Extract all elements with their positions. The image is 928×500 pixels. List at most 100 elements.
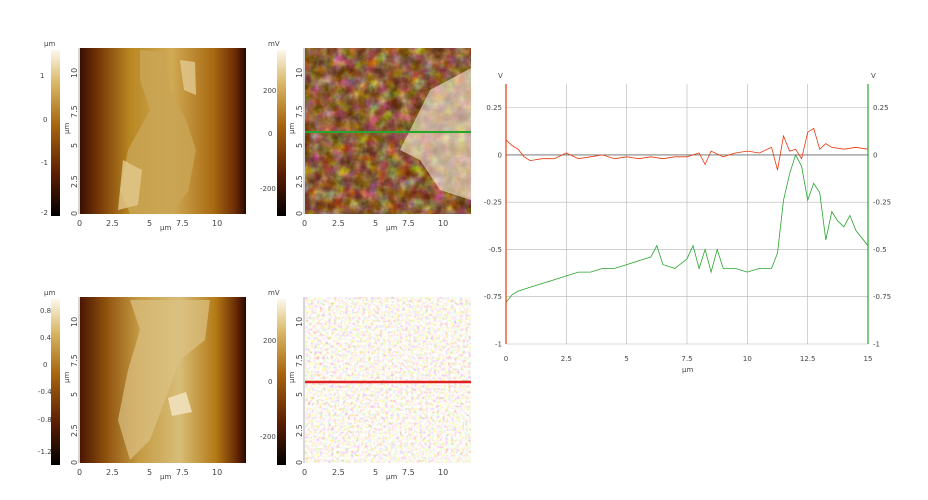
y-axis-unit: µm xyxy=(63,123,71,134)
x-tick: 0 xyxy=(504,355,508,363)
y-axis-left-unit: V xyxy=(498,72,503,80)
colorbar-unit: mV xyxy=(268,289,280,297)
x-tick: 2.5 xyxy=(106,219,119,228)
y-tick: 5 xyxy=(70,143,79,148)
y-axis-unit: µm xyxy=(288,123,296,134)
colorbar-unit: µm xyxy=(44,289,55,297)
y-tick-right: -0.5 xyxy=(873,246,887,254)
y-tick: 7.5 xyxy=(295,354,304,367)
x-tick: 0 xyxy=(77,468,82,477)
colorbar-tick: 200 xyxy=(263,337,276,345)
topography-feature xyxy=(118,300,210,460)
y-axis-right-ticks: 0.25 0 -0.25 -0.5 -0.75 -1 xyxy=(873,104,891,348)
colorbar xyxy=(51,299,60,465)
profile-chart: V V 0.25 0 -0.25 -0.5 -0.75 -1 0.25 0 -0.25 -0.5… xyxy=(484,72,891,374)
x-tick: 7.5 xyxy=(402,219,415,228)
x-axis-unit: µm xyxy=(386,473,397,481)
y-tick-left: -0.75 xyxy=(484,293,502,301)
colorbar-tick: -200 xyxy=(260,185,276,193)
y-axis: 0 2.5 5 7.5 10 µm xyxy=(63,297,80,465)
topography-panel-top: µm 1 0 -1 -2 0 2.5 5 7.5 10 µm 0 2.5 5 7… xyxy=(40,40,246,232)
x-tick: 2.5 xyxy=(332,219,345,228)
y-tick: 0 xyxy=(295,460,304,465)
x-tick: 5 xyxy=(624,355,628,363)
topography-feature xyxy=(168,392,192,416)
x-tick: 12.5 xyxy=(800,355,816,363)
x-tick: 7.5 xyxy=(681,355,692,363)
colorbar-tick: -0.8 xyxy=(38,416,52,424)
x-tick: 5 xyxy=(373,219,378,228)
y-tick: 7.5 xyxy=(70,354,79,367)
y-tick: 10 xyxy=(295,68,304,78)
y-tick: 10 xyxy=(70,317,79,327)
colorbar-tick: 200 xyxy=(263,87,276,95)
y-tick: 0 xyxy=(70,211,79,216)
chart-grid xyxy=(505,84,869,345)
y-tick-right: -0.75 xyxy=(873,293,891,301)
y-tick-right: 0 xyxy=(873,151,877,159)
potential-image xyxy=(305,297,471,463)
colorbar-unit: mV xyxy=(268,40,280,48)
colorbar-tick: 0.8 xyxy=(40,307,51,315)
colorbar-tick: -1.2 xyxy=(38,448,52,456)
x-tick: 2.5 xyxy=(106,468,119,477)
y-axis-right-unit: V xyxy=(871,72,876,80)
y-tick: 7.5 xyxy=(295,105,304,118)
x-tick: 5 xyxy=(147,219,152,228)
x-tick: 5 xyxy=(373,468,378,477)
y-tick-right: -1 xyxy=(873,341,880,349)
x-tick: 10 xyxy=(438,219,448,228)
y-tick-right: 0.25 xyxy=(873,104,889,112)
y-tick-right: -0.25 xyxy=(873,199,891,207)
x-tick: 10 xyxy=(212,468,222,477)
x-axis-unit: µm xyxy=(160,473,171,481)
x-tick: 5 xyxy=(147,468,152,477)
x-axis-unit: µm xyxy=(386,224,397,232)
colorbar-tick: -200 xyxy=(260,433,276,441)
y-tick-left: -1 xyxy=(495,341,502,349)
x-tick: 7.5 xyxy=(176,468,189,477)
y-axis: 0 2.5 5 7.5 10 µm xyxy=(288,297,305,465)
y-tick: 10 xyxy=(70,68,79,78)
colorbar-tick: 0.4 xyxy=(40,334,52,342)
colorbar-tick: 1 xyxy=(40,72,44,80)
y-tick-left: 0 xyxy=(498,151,502,159)
colorbar-tick: 0 xyxy=(43,361,47,369)
colorbar-unit: µm xyxy=(44,40,55,48)
x-axis-label: µm xyxy=(682,366,693,374)
potential-panel-bottom: mV 200 0 -200 0 2.5 5 7.5 10 µm 0 2.5 5 … xyxy=(260,289,471,481)
x-tick: 0 xyxy=(77,219,82,228)
y-tick: 10 xyxy=(295,317,304,327)
y-axis-unit: µm xyxy=(288,372,296,383)
y-tick: 0 xyxy=(70,460,79,465)
x-tick: 10 xyxy=(212,219,222,228)
y-tick: 5 xyxy=(295,392,304,397)
x-tick: 7.5 xyxy=(402,468,415,477)
y-tick: 2.5 xyxy=(295,424,304,437)
colorbar xyxy=(51,50,60,216)
topography-feature xyxy=(180,60,196,95)
y-axis-left-ticks: 0.25 0 -0.25 -0.5 -0.75 -1 xyxy=(484,104,502,348)
colorbar-tick: -1 xyxy=(41,159,48,167)
x-axis-unit: µm xyxy=(160,224,171,232)
y-tick: 2.5 xyxy=(70,424,79,437)
y-axis: 0 2.5 5 7.5 10 µm xyxy=(63,48,80,216)
colorbar-tick: 0 xyxy=(268,378,272,386)
x-tick: 2.5 xyxy=(332,468,345,477)
topography-panel-bottom: µm 0.8 0.4 0 -0.4 -0.8 -1.2 0 2.5 5 7.5 … xyxy=(38,289,246,481)
x-axis: 0 2.5 5 7.5 10 µm xyxy=(77,468,222,481)
y-tick-left: -0.25 xyxy=(484,199,502,207)
colorbar-tick: -2 xyxy=(41,209,48,217)
y-tick-left: -0.5 xyxy=(488,246,502,254)
colorbar-tick: 0 xyxy=(43,116,47,124)
potential-panel-top: mV 200 0 -200 0 2.5 5 7.5 10 µm 0 2.5 5 … xyxy=(260,40,471,232)
y-axis: 0 2.5 5 7.5 10 µm xyxy=(288,48,305,216)
y-tick: 2.5 xyxy=(70,175,79,188)
x-axis: 0 2.5 5 7.5 10 µm xyxy=(302,468,448,481)
y-tick: 0 xyxy=(295,211,304,216)
x-tick: 7.5 xyxy=(176,219,189,228)
series-line-green xyxy=(506,153,868,303)
x-tick: 0 xyxy=(302,468,307,477)
bright-region xyxy=(400,68,471,200)
x-tick: 15 xyxy=(864,355,873,363)
